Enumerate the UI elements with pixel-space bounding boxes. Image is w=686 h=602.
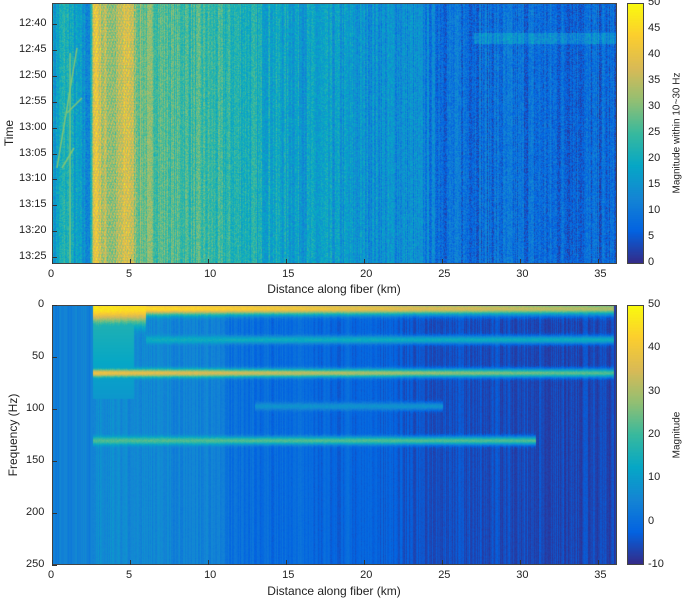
colorbar-tick-label: 35 [648,74,661,86]
x-tick-label: 30 [516,569,529,581]
x-tick-mark [208,259,210,264]
x-tick-mark [52,259,53,264]
y-tick-mark [52,305,57,306]
x-tick-label: 10 [204,569,217,581]
y-tick-mark [52,565,57,566]
colorbar-tick-label: 50 [648,0,661,8]
x-tick-mark [130,259,132,264]
y-tick-mark [52,231,57,233]
colorbar-magnitude-10-30hz [627,3,644,264]
y-tick-mark [52,24,57,25]
x-tick-mark [442,560,444,565]
y-tick-mark [52,461,57,462]
x-tick-label: 35 [594,268,607,280]
x-tick-mark [208,560,210,565]
time-distance-panel: Distance along fiber (km) Time Magnitude… [0,0,686,300]
x-tick-mark [520,560,522,565]
x-tick-label: 20 [360,268,373,280]
x-axis-label: Distance along fiber (km) [267,282,401,296]
y-tick-label: 13:00 [19,120,47,133]
y-tick-label: 12:50 [19,68,47,81]
y-tick-label: 50 [32,350,45,362]
y-tick-label: 250 [26,558,45,570]
y-tick-label: 13:25 [19,250,47,263]
colorbar-tick-label: 20 [648,428,661,440]
colorbar-tick-label: 10 [648,204,661,216]
time-distance-heatmap [52,3,617,264]
colorbar-tick-label: 20 [648,152,661,164]
colorbar-magnitude [627,305,644,565]
y-tick-mark [52,153,57,155]
y-tick-label: 0 [38,298,45,310]
y-tick-mark [52,513,57,514]
y-tick-mark [52,75,57,77]
y-tick-label: 12:40 [19,17,47,29]
x-tick-mark [52,560,53,565]
colorbar-tick-label: 45 [648,22,661,34]
y-tick-label: 12:55 [19,94,47,107]
colorbar-tick-label: 15 [648,178,661,190]
y-tick-mark [52,179,57,181]
y-tick-label: 200 [26,506,45,518]
colorbar-tick-label: 0 [648,514,655,527]
x-tick-mark [364,259,366,264]
x-tick-label: 0 [48,268,55,280]
y-tick-mark [52,49,57,51]
colorbar-tick-label: 50 [648,298,661,310]
x-tick-label: 5 [126,268,133,280]
colorbar-tick-label: 30 [648,384,661,397]
y-tick-label: 13:20 [19,224,47,237]
x-tick-label: 25 [438,569,451,581]
x-axis-label: Distance along fiber (km) [267,584,401,598]
x-tick-label: 20 [360,569,373,581]
colorbar-tick-label: 25 [648,126,661,138]
x-tick-label: 10 [204,268,217,280]
y-tick-mark [52,205,57,207]
x-tick-label: 15 [282,569,295,581]
x-tick-mark [286,259,288,264]
y-tick-label: 13:05 [19,146,47,159]
y-tick-mark [52,257,57,259]
x-tick-mark [442,259,444,264]
y-tick-label: 13:10 [19,172,47,185]
x-tick-label: 25 [438,268,451,280]
y-tick-mark [52,127,57,129]
y-tick-mark [52,409,57,410]
y-tick-label: 12:45 [19,42,47,55]
x-tick-mark [286,560,288,565]
x-tick-label: 30 [516,268,529,280]
frequency-distance-heatmap [52,305,617,565]
y-tick-label: 100 [26,402,45,414]
x-tick-label: 35 [594,569,607,581]
x-tick-mark [598,259,600,264]
x-tick-mark [598,560,600,565]
x-tick-label: 0 [48,569,55,581]
x-tick-mark [364,560,366,565]
colorbar-tick-label: 40 [648,341,661,354]
colorbar-tick-label: 30 [648,100,661,112]
y-tick-mark [52,101,57,103]
colorbar-tick-label: 10 [648,471,661,484]
colorbar-tick-label: 40 [648,48,661,60]
colorbar-tick-label: 0 [648,256,655,268]
y-tick-label: 13:15 [19,198,47,211]
x-tick-label: 15 [282,268,295,280]
y-axis-label: Frequency (Hz) [6,393,20,477]
colorbar-tick-label: -10 [648,558,664,570]
x-tick-mark [130,560,132,565]
y-tick-label: 150 [26,454,45,466]
colorbar-label: Magnitude [671,411,683,459]
x-tick-label: 5 [126,569,133,581]
colorbar-tick-label: 5 [648,230,655,242]
x-tick-mark [520,259,522,264]
y-tick-mark [52,357,57,358]
